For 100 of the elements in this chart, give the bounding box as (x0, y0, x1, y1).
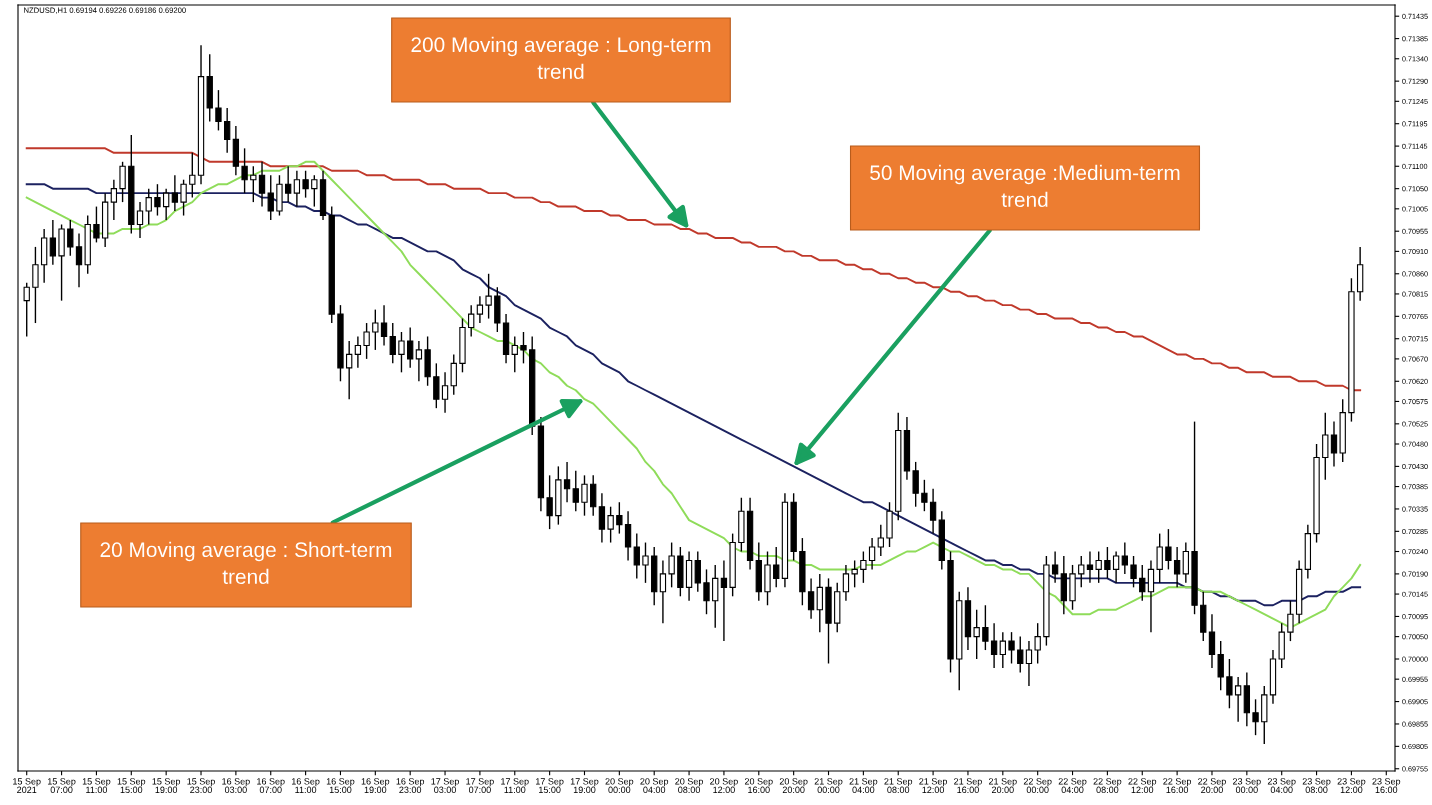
candlestick (346, 340, 353, 400)
candlestick (1017, 635, 1024, 674)
candlestick (1226, 658, 1233, 709)
x-tick-label: 23 Sep 08:00 (1302, 778, 1331, 793)
candlestick (145, 187, 152, 226)
candlestick (389, 322, 396, 365)
candlestick (1173, 546, 1181, 589)
candlestick (180, 179, 187, 217)
x-tick-label: 20 Sep 00:00 (605, 778, 634, 793)
candlestick (659, 559, 667, 624)
candlestick (1322, 411, 1329, 481)
candlestick (450, 353, 457, 396)
candlestick (703, 568, 710, 615)
candlestick (441, 371, 449, 414)
x-tick-label: 21 Sep 16:00 (954, 778, 982, 793)
x-tick-label: 21 Sep 12:00 (919, 778, 948, 793)
candlestick (598, 492, 606, 544)
candlestick (267, 174, 274, 221)
candlestick (1147, 559, 1155, 633)
candlestick (773, 546, 780, 589)
candlestick (1139, 564, 1146, 602)
candlestick (520, 331, 527, 365)
x-tick-label: 16 Sep 07:00 (257, 778, 285, 793)
candlestick (807, 577, 815, 620)
x-tick-label: 16 Sep 23:00 (396, 778, 425, 793)
candlestick (642, 541, 649, 584)
x-tick-label: 22 Sep 12:00 (1128, 778, 1157, 793)
candlestick (372, 308, 379, 351)
candlestick (1104, 546, 1111, 580)
candlestick (581, 474, 588, 517)
candlestick (189, 152, 196, 199)
candlestick (1217, 640, 1224, 692)
x-tick-label: 17 Sep 03:00 (431, 778, 459, 793)
candlestick (171, 174, 179, 212)
x-tick-label: 23 Sep 12:00 (1337, 778, 1366, 793)
candlestick (485, 273, 492, 320)
x-tick-label: 23 Sep 16:00 (1372, 778, 1401, 793)
candlestick (354, 335, 362, 369)
x-tick-label: 15 Sep 11:00 (82, 778, 111, 793)
x-tick-label: 21 Sep 04:00 (849, 778, 878, 793)
candlestick (1121, 541, 1128, 575)
x-tick-label: 16 Sep 19:00 (361, 778, 390, 793)
candlestick (607, 506, 614, 544)
candlestick (720, 559, 728, 642)
x-tick-label: 20 Sep 08:00 (675, 778, 703, 793)
x-tick-label: 22 Sep 16:00 (1163, 778, 1192, 793)
x-tick-label: 15 Sep 23:00 (187, 778, 215, 793)
candlestick (860, 550, 867, 584)
candlestick (311, 174, 318, 208)
candlestick (258, 161, 266, 208)
x-tick-label: 21 Sep 00:00 (814, 778, 843, 793)
candlestick (407, 326, 414, 369)
x-tick-label: 16 Sep 11:00 (291, 778, 320, 793)
x-tick-label: 20 Sep 16:00 (744, 778, 773, 793)
candlestick (1330, 420, 1338, 468)
x-tick-label: 15 Sep 07:00 (47, 778, 76, 793)
candlestick (433, 362, 440, 409)
candlestick (912, 461, 919, 508)
x-tick-label: 21 Sep 08:00 (884, 778, 913, 793)
x-tick-label: 22 Sep 20:00 (1198, 778, 1226, 793)
candlestick (511, 335, 518, 374)
candlestick (1086, 550, 1094, 584)
candlestick (712, 564, 719, 629)
x-tick-label: 17 Sep 11:00 (501, 778, 529, 793)
candlestick (223, 107, 231, 154)
x-tick-label: 17 Sep 07:00 (466, 778, 494, 793)
candlestick (302, 170, 309, 199)
candlestick (1182, 541, 1190, 584)
candlestick (415, 340, 423, 382)
x-tick-label: 17 Sep 19:00 (570, 778, 599, 793)
candlestick (816, 573, 823, 633)
candlestick (32, 246, 39, 324)
candlestick (1112, 550, 1120, 584)
candlestick (990, 622, 998, 669)
candlestick (624, 510, 632, 562)
x-tick-label: 23 Sep 04:00 (1267, 778, 1296, 793)
candlestick (1130, 555, 1137, 589)
x-tick-label: 22 Sep 00:00 (1023, 778, 1052, 793)
candlestick (119, 161, 126, 203)
candlestick (1252, 698, 1259, 736)
candlestick (921, 479, 928, 512)
candlestick (563, 461, 571, 503)
candlestick (136, 201, 144, 239)
candlestick (162, 187, 170, 221)
candlestick (110, 179, 118, 221)
candlestick (1051, 550, 1059, 584)
candlestick (868, 537, 876, 571)
candlestick (398, 331, 405, 374)
x-tick-label: 15 Sep 15:00 (117, 778, 146, 793)
candlestick (23, 282, 30, 338)
candlestick (1095, 550, 1102, 584)
candlestick (590, 474, 597, 517)
candlestick (1025, 640, 1033, 687)
x-tick-label: 15 Sep 19:00 (152, 778, 181, 793)
candlestick (1156, 532, 1163, 584)
candlestick (842, 564, 850, 602)
candlestick (616, 501, 623, 535)
x-tick-label: 17 Sep 15:00 (536, 778, 564, 793)
candlestick (877, 523, 884, 557)
line-series (25, 147, 1362, 392)
